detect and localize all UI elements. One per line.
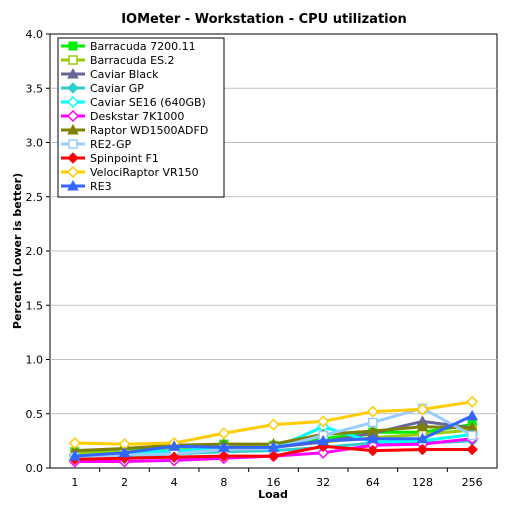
- x-tick-label: 16: [267, 476, 281, 489]
- data-point: [466, 395, 479, 408]
- x-axis-ticks: 1 2 4 8 16 32 64 128 256: [71, 468, 483, 489]
- data-point: [317, 434, 330, 446]
- legend-swatch-marker: [67, 123, 79, 135]
- data-point: [317, 415, 330, 428]
- data-point: [217, 441, 230, 452]
- legend-label: RE3: [90, 180, 112, 193]
- y-tick-label: 3.0: [26, 137, 44, 150]
- legend-label: Caviar GP: [90, 82, 144, 95]
- x-tick-label: 64: [366, 476, 380, 489]
- legend-label: VelociRaptor VR150: [90, 166, 199, 179]
- data-point: [416, 403, 429, 416]
- y-axis-ticks: 0.0 0.5 1.0 1.5 2.0 2.5 3.0 3.5 4.0: [26, 28, 50, 475]
- legend-item: Spinpoint F1: [61, 152, 159, 165]
- data-point: [366, 432, 379, 444]
- legend-item: Caviar SE16 (640GB): [61, 95, 206, 109]
- legend-label: Caviar SE16 (640GB): [90, 96, 206, 109]
- data-point: [267, 450, 280, 462]
- legend-swatch-marker: [66, 95, 80, 109]
- legend-swatch-marker: [67, 152, 79, 164]
- data-point: [118, 446, 131, 458]
- legend-swatch-marker: [66, 109, 80, 123]
- data-point: [368, 417, 378, 428]
- y-tick-label: 3.5: [26, 82, 44, 95]
- y-axis-label: Percent (Lower is better): [11, 173, 24, 329]
- data-point: [267, 418, 280, 431]
- legend-item: VelociRaptor VR150: [61, 165, 199, 179]
- x-tick-label: 2: [121, 476, 128, 489]
- legend-label: Barracuda ES.2: [90, 54, 175, 67]
- y-tick-label: 1.5: [26, 299, 44, 312]
- legend-swatch-marker: [68, 41, 78, 51]
- y-tick-label: 4.0: [26, 28, 44, 41]
- data-point: [317, 446, 330, 459]
- x-tick-label: 128: [412, 476, 433, 489]
- y-tick-label: 0.0: [26, 462, 44, 475]
- data-point: [416, 420, 429, 432]
- legend-box: [57, 37, 225, 198]
- legend-item: Caviar GP: [61, 82, 144, 95]
- x-tick-label: 256: [462, 476, 483, 489]
- legend-swatch-marker: [67, 179, 79, 191]
- data-point: [467, 430, 477, 441]
- legend-swatch-marker: [66, 165, 80, 179]
- legend-item: Barracuda ES.2: [61, 54, 175, 67]
- data-point: [466, 409, 479, 421]
- legend-swatch-marker: [67, 67, 79, 79]
- data-point: [466, 443, 478, 456]
- legend-label: Spinpoint F1: [90, 152, 159, 165]
- y-tick-label: 0.5: [26, 408, 44, 421]
- y-tick-label: 2.5: [26, 191, 44, 204]
- data-point: [367, 444, 379, 457]
- y-tick-label: 2.0: [26, 245, 44, 258]
- legend-item: RE2-GP: [61, 138, 131, 151]
- series-layer: [68, 395, 479, 468]
- legend-item: Raptor WD1500ADFD: [61, 123, 208, 137]
- data-point: [217, 427, 230, 440]
- data-point: [366, 405, 379, 418]
- x-tick-label: 8: [220, 476, 227, 489]
- series-9: [69, 440, 478, 466]
- data-point: [267, 441, 280, 452]
- legend-item: Caviar Black: [61, 67, 159, 81]
- legend-swatch-marker: [68, 55, 78, 65]
- x-tick-label: 32: [316, 476, 330, 489]
- legend-item: Deskstar 7K1000: [61, 109, 184, 123]
- series-11: [68, 409, 479, 461]
- legend-label: Caviar Black: [90, 68, 159, 81]
- y-tick-label: 1.0: [26, 354, 44, 367]
- legend-item: Barracuda 7200.11: [61, 40, 196, 53]
- legend-label: Barracuda 7200.11: [90, 40, 196, 53]
- data-point: [68, 436, 81, 450]
- x-tick-label: 1: [71, 476, 78, 489]
- legend-item: RE3: [61, 179, 112, 193]
- data-point: [168, 440, 181, 451]
- x-axis-label: Load: [258, 488, 288, 501]
- legend-swatch-marker: [68, 139, 78, 149]
- legend-label: RE2-GP: [90, 138, 131, 151]
- data-point: [218, 450, 230, 462]
- data-point: [416, 432, 429, 444]
- data-point: [68, 450, 81, 461]
- legend-label: Deskstar 7K1000: [90, 110, 184, 123]
- chart-title: IOMeter - Workstation - CPU utilization: [121, 12, 407, 27]
- legend-swatch-marker: [67, 82, 79, 94]
- legend-label: Raptor WD1500ADFD: [90, 124, 208, 137]
- data-point: [416, 443, 429, 456]
- x-tick-label: 4: [171, 476, 178, 489]
- data-point: [168, 451, 180, 463]
